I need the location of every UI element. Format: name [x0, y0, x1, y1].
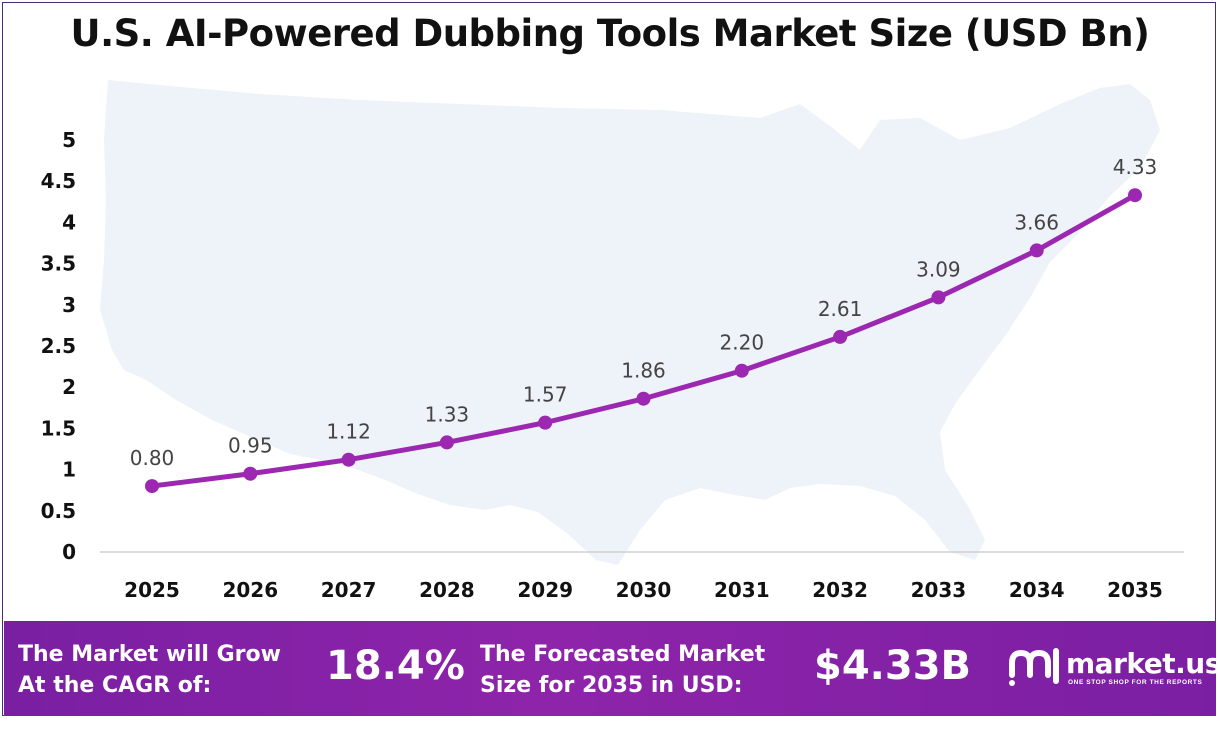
x-tick-label: 2025 — [124, 578, 180, 602]
forecast-label: The Forecasted Market Size for 2035 in U… — [480, 642, 766, 698]
x-tick-label: 2028 — [419, 578, 475, 602]
forecast-value: $4.33B — [814, 643, 972, 689]
x-tick-label: 2026 — [222, 578, 278, 602]
x-tick-label: 2032 — [812, 578, 868, 602]
x-axis-ticks: 2025 2026 2027 2028 2029 2030 2031 2032 2033 2034… — [124, 578, 1163, 602]
cagr-label: The Market will Grow At the CAGR of: — [18, 642, 281, 698]
logo-tagline: ONE STOP SHOP FOR THE REPORTS — [1068, 679, 1203, 686]
data-point — [1029, 243, 1044, 258]
data-label: 3.66 — [1014, 210, 1059, 234]
y-tick-label: 4.5 — [41, 169, 76, 193]
cagr-value: 18.4% — [326, 643, 465, 689]
x-tick-label: 2029 — [517, 578, 573, 602]
logo-name: market.us — [1066, 647, 1220, 680]
summary-banner: The Market will Grow At the CAGR of: 18.… — [4, 621, 1220, 716]
data-labels: 0.80 0.95 1.12 1.33 1.57 1.86 2.20 2.61 3.09 3.66… — [130, 155, 1158, 470]
y-tick-label: 4 — [62, 210, 76, 234]
data-point — [734, 363, 749, 378]
data-label: 1.57 — [523, 383, 568, 407]
data-point — [243, 466, 258, 481]
data-point — [833, 329, 848, 344]
us-map-background — [100, 80, 1160, 565]
data-points — [145, 188, 1142, 494]
x-tick-label: 2034 — [1009, 578, 1065, 602]
y-tick-label: 0.5 — [41, 499, 76, 523]
data-label: 2.20 — [720, 331, 765, 355]
data-point — [145, 479, 159, 494]
chart-title: U.S. AI-Powered Dubbing Tools Market Siz… — [70, 12, 1150, 55]
y-tick-label: 5 — [62, 128, 76, 152]
x-tick-label: 2030 — [616, 578, 672, 602]
data-point — [931, 290, 946, 305]
y-tick-label: 3 — [62, 293, 76, 317]
x-tick-label: 2031 — [714, 578, 770, 602]
y-axis-ticks: 0 0.5 1 1.5 2 2.5 3 3.5 4 4.5 5 — [41, 128, 76, 564]
data-point — [341, 452, 356, 467]
y-tick-label: 0 — [62, 540, 76, 564]
data-label: 3.09 — [916, 257, 961, 281]
data-label: 1.33 — [425, 402, 470, 426]
market-us-logo-icon — [1009, 648, 1059, 686]
data-point — [538, 415, 553, 430]
x-tick-label: 2027 — [321, 578, 377, 602]
data-label: 2.61 — [818, 297, 863, 321]
data-label: 0.80 — [130, 446, 175, 470]
data-point — [1128, 188, 1142, 203]
x-tick-label: 2035 — [1107, 578, 1163, 602]
chart: 00.511.522.533.544.55 2025 2026 2027 2028 20… — [41, 80, 1184, 602]
y-tick-label: 1.5 — [41, 416, 76, 440]
y-tick-label: 3.5 — [41, 252, 76, 276]
data-label: 1.86 — [621, 359, 666, 383]
data-label: 1.12 — [326, 420, 371, 444]
data-point — [439, 435, 454, 450]
data-label: 0.95 — [228, 434, 273, 458]
y-tick-label: 2 — [62, 375, 76, 399]
market-us-logo[interactable]: market.us ONE STOP SHOP FOR THE REPORTS — [1008, 645, 1220, 691]
data-point — [636, 391, 651, 406]
x-tick-label: 2033 — [911, 578, 967, 602]
y-tick-label: 1 — [62, 458, 76, 482]
data-label: 4.33 — [1113, 155, 1158, 179]
y-tick-label: 2.5 — [41, 334, 76, 358]
